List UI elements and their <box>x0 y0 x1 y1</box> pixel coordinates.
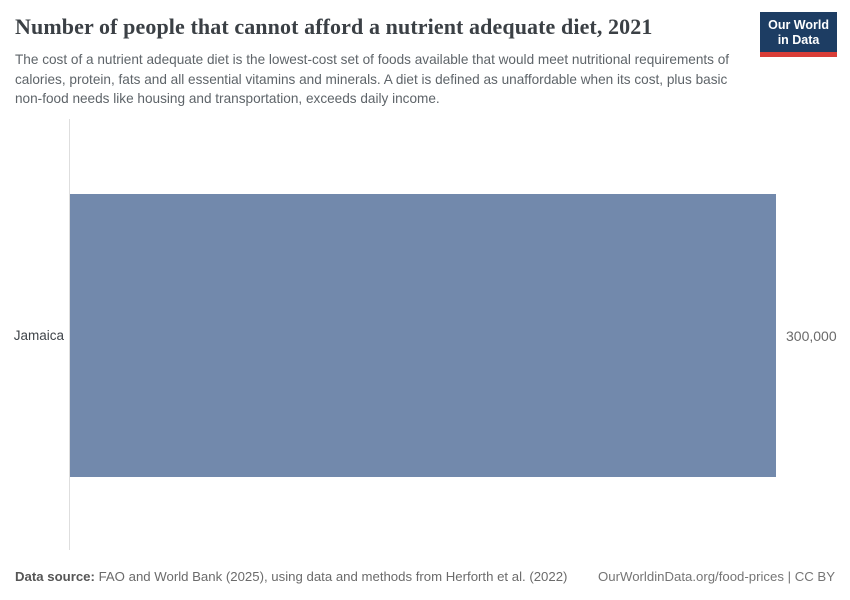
y-axis-line <box>69 119 70 550</box>
owid-logo-line2: in Data <box>777 33 820 47</box>
owid-logo[interactable]: Our World in Data <box>760 12 837 57</box>
page-title: Number of people that cannot afford a nu… <box>15 14 653 39</box>
chart-subtitle: The cost of a nutrient adequate diet is … <box>15 52 730 106</box>
data-source-note: Data source: FAO and World Bank (2025), … <box>15 569 567 584</box>
credit-link[interactable]: OurWorldinData.org/food-prices | CC BY <box>598 569 835 584</box>
owid-logo-line1: Our World <box>768 18 829 32</box>
entity-label-jamaica: Jamaica <box>13 328 64 343</box>
bar-jamaica[interactable] <box>70 194 776 477</box>
bar-value-label: 300,000 <box>786 328 837 344</box>
data-source-text: FAO and World Bank (2025), using data an… <box>98 569 568 584</box>
data-source-label: Data source: <box>15 569 95 584</box>
